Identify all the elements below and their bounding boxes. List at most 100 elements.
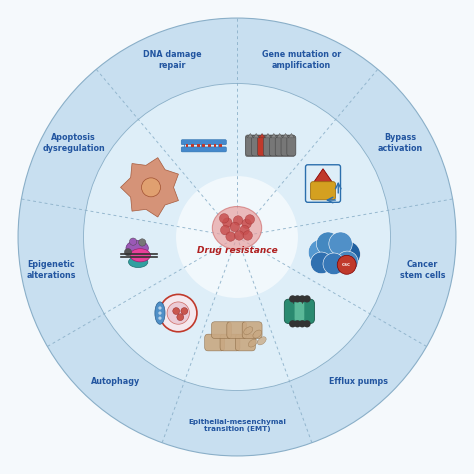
Circle shape <box>303 295 310 302</box>
Circle shape <box>310 252 332 273</box>
Ellipse shape <box>155 302 165 324</box>
FancyBboxPatch shape <box>227 322 246 338</box>
FancyBboxPatch shape <box>269 136 278 156</box>
Circle shape <box>294 320 301 328</box>
FancyBboxPatch shape <box>181 140 227 145</box>
Circle shape <box>181 308 188 315</box>
FancyBboxPatch shape <box>287 136 296 156</box>
Circle shape <box>289 295 296 302</box>
Circle shape <box>329 232 352 255</box>
Bar <box>214 145 217 147</box>
FancyBboxPatch shape <box>220 334 240 351</box>
Circle shape <box>176 176 298 298</box>
FancyBboxPatch shape <box>310 182 336 200</box>
Text: Apoptosis
dysregulation: Apoptosis dysregulation <box>42 133 105 153</box>
Circle shape <box>320 237 349 267</box>
Circle shape <box>219 214 229 223</box>
Circle shape <box>323 253 345 274</box>
Polygon shape <box>283 133 289 138</box>
Circle shape <box>173 308 180 315</box>
Text: Efflux pumps: Efflux pumps <box>328 377 388 386</box>
Circle shape <box>337 251 358 273</box>
Ellipse shape <box>212 207 262 249</box>
Ellipse shape <box>128 256 148 267</box>
Text: Cancer
stem cells: Cancer stem cells <box>400 260 446 280</box>
FancyBboxPatch shape <box>246 136 255 156</box>
Bar <box>185 145 188 147</box>
FancyBboxPatch shape <box>236 334 255 351</box>
Circle shape <box>158 317 162 320</box>
Bar <box>219 145 222 147</box>
FancyBboxPatch shape <box>275 136 284 156</box>
Circle shape <box>142 178 161 197</box>
FancyBboxPatch shape <box>211 322 231 338</box>
Circle shape <box>220 226 230 235</box>
Bar <box>197 145 200 147</box>
Ellipse shape <box>248 339 257 347</box>
Polygon shape <box>247 133 253 138</box>
Ellipse shape <box>257 337 266 345</box>
Circle shape <box>167 302 190 324</box>
Text: Epigenetic
alterations: Epigenetic alterations <box>27 260 76 280</box>
Circle shape <box>337 255 356 274</box>
Circle shape <box>177 314 184 320</box>
Circle shape <box>83 83 391 391</box>
Circle shape <box>303 320 310 328</box>
Polygon shape <box>314 169 332 182</box>
Text: Bypass
activation: Bypass activation <box>378 133 423 153</box>
Circle shape <box>308 239 335 265</box>
Circle shape <box>316 232 340 255</box>
FancyBboxPatch shape <box>252 136 261 156</box>
Text: Epithelial-mesenchymal
transition (EMT): Epithelial-mesenchymal transition (EMT) <box>188 419 286 432</box>
Circle shape <box>233 216 243 225</box>
Circle shape <box>230 222 239 232</box>
Text: Drug resistance: Drug resistance <box>197 246 277 255</box>
Circle shape <box>223 218 232 228</box>
Circle shape <box>294 295 301 302</box>
Circle shape <box>138 239 146 246</box>
Circle shape <box>299 320 306 328</box>
FancyBboxPatch shape <box>181 147 227 152</box>
Bar <box>202 145 205 147</box>
Bar <box>208 145 211 147</box>
FancyBboxPatch shape <box>246 135 295 156</box>
Circle shape <box>334 241 360 267</box>
Circle shape <box>299 295 306 302</box>
Circle shape <box>129 238 137 246</box>
Polygon shape <box>259 133 265 138</box>
Text: Autophagy: Autophagy <box>91 377 140 386</box>
Circle shape <box>226 232 235 241</box>
Circle shape <box>18 18 456 456</box>
Polygon shape <box>277 133 283 138</box>
Polygon shape <box>289 133 294 138</box>
FancyBboxPatch shape <box>257 136 266 156</box>
Polygon shape <box>265 133 271 138</box>
Ellipse shape <box>126 240 148 256</box>
Bar <box>191 145 194 147</box>
Ellipse shape <box>244 327 253 335</box>
Circle shape <box>242 219 251 228</box>
FancyBboxPatch shape <box>281 136 290 156</box>
Circle shape <box>289 320 296 328</box>
Circle shape <box>240 226 249 235</box>
FancyBboxPatch shape <box>264 136 273 156</box>
Polygon shape <box>120 158 178 217</box>
Text: CSC: CSC <box>342 263 351 267</box>
Text: Gene mutation or
amplification: Gene mutation or amplification <box>262 50 341 70</box>
Polygon shape <box>253 133 259 138</box>
FancyBboxPatch shape <box>205 334 225 351</box>
Text: DNA damage
repair: DNA damage repair <box>143 50 202 70</box>
Polygon shape <box>271 133 277 138</box>
Circle shape <box>245 215 255 224</box>
Ellipse shape <box>130 249 150 262</box>
Circle shape <box>160 294 197 332</box>
FancyBboxPatch shape <box>294 302 304 321</box>
Circle shape <box>235 231 244 240</box>
Circle shape <box>158 306 162 310</box>
Circle shape <box>124 248 132 256</box>
Ellipse shape <box>253 330 262 338</box>
Circle shape <box>158 311 162 315</box>
FancyBboxPatch shape <box>284 299 314 324</box>
FancyBboxPatch shape <box>242 322 262 338</box>
Circle shape <box>243 231 253 240</box>
